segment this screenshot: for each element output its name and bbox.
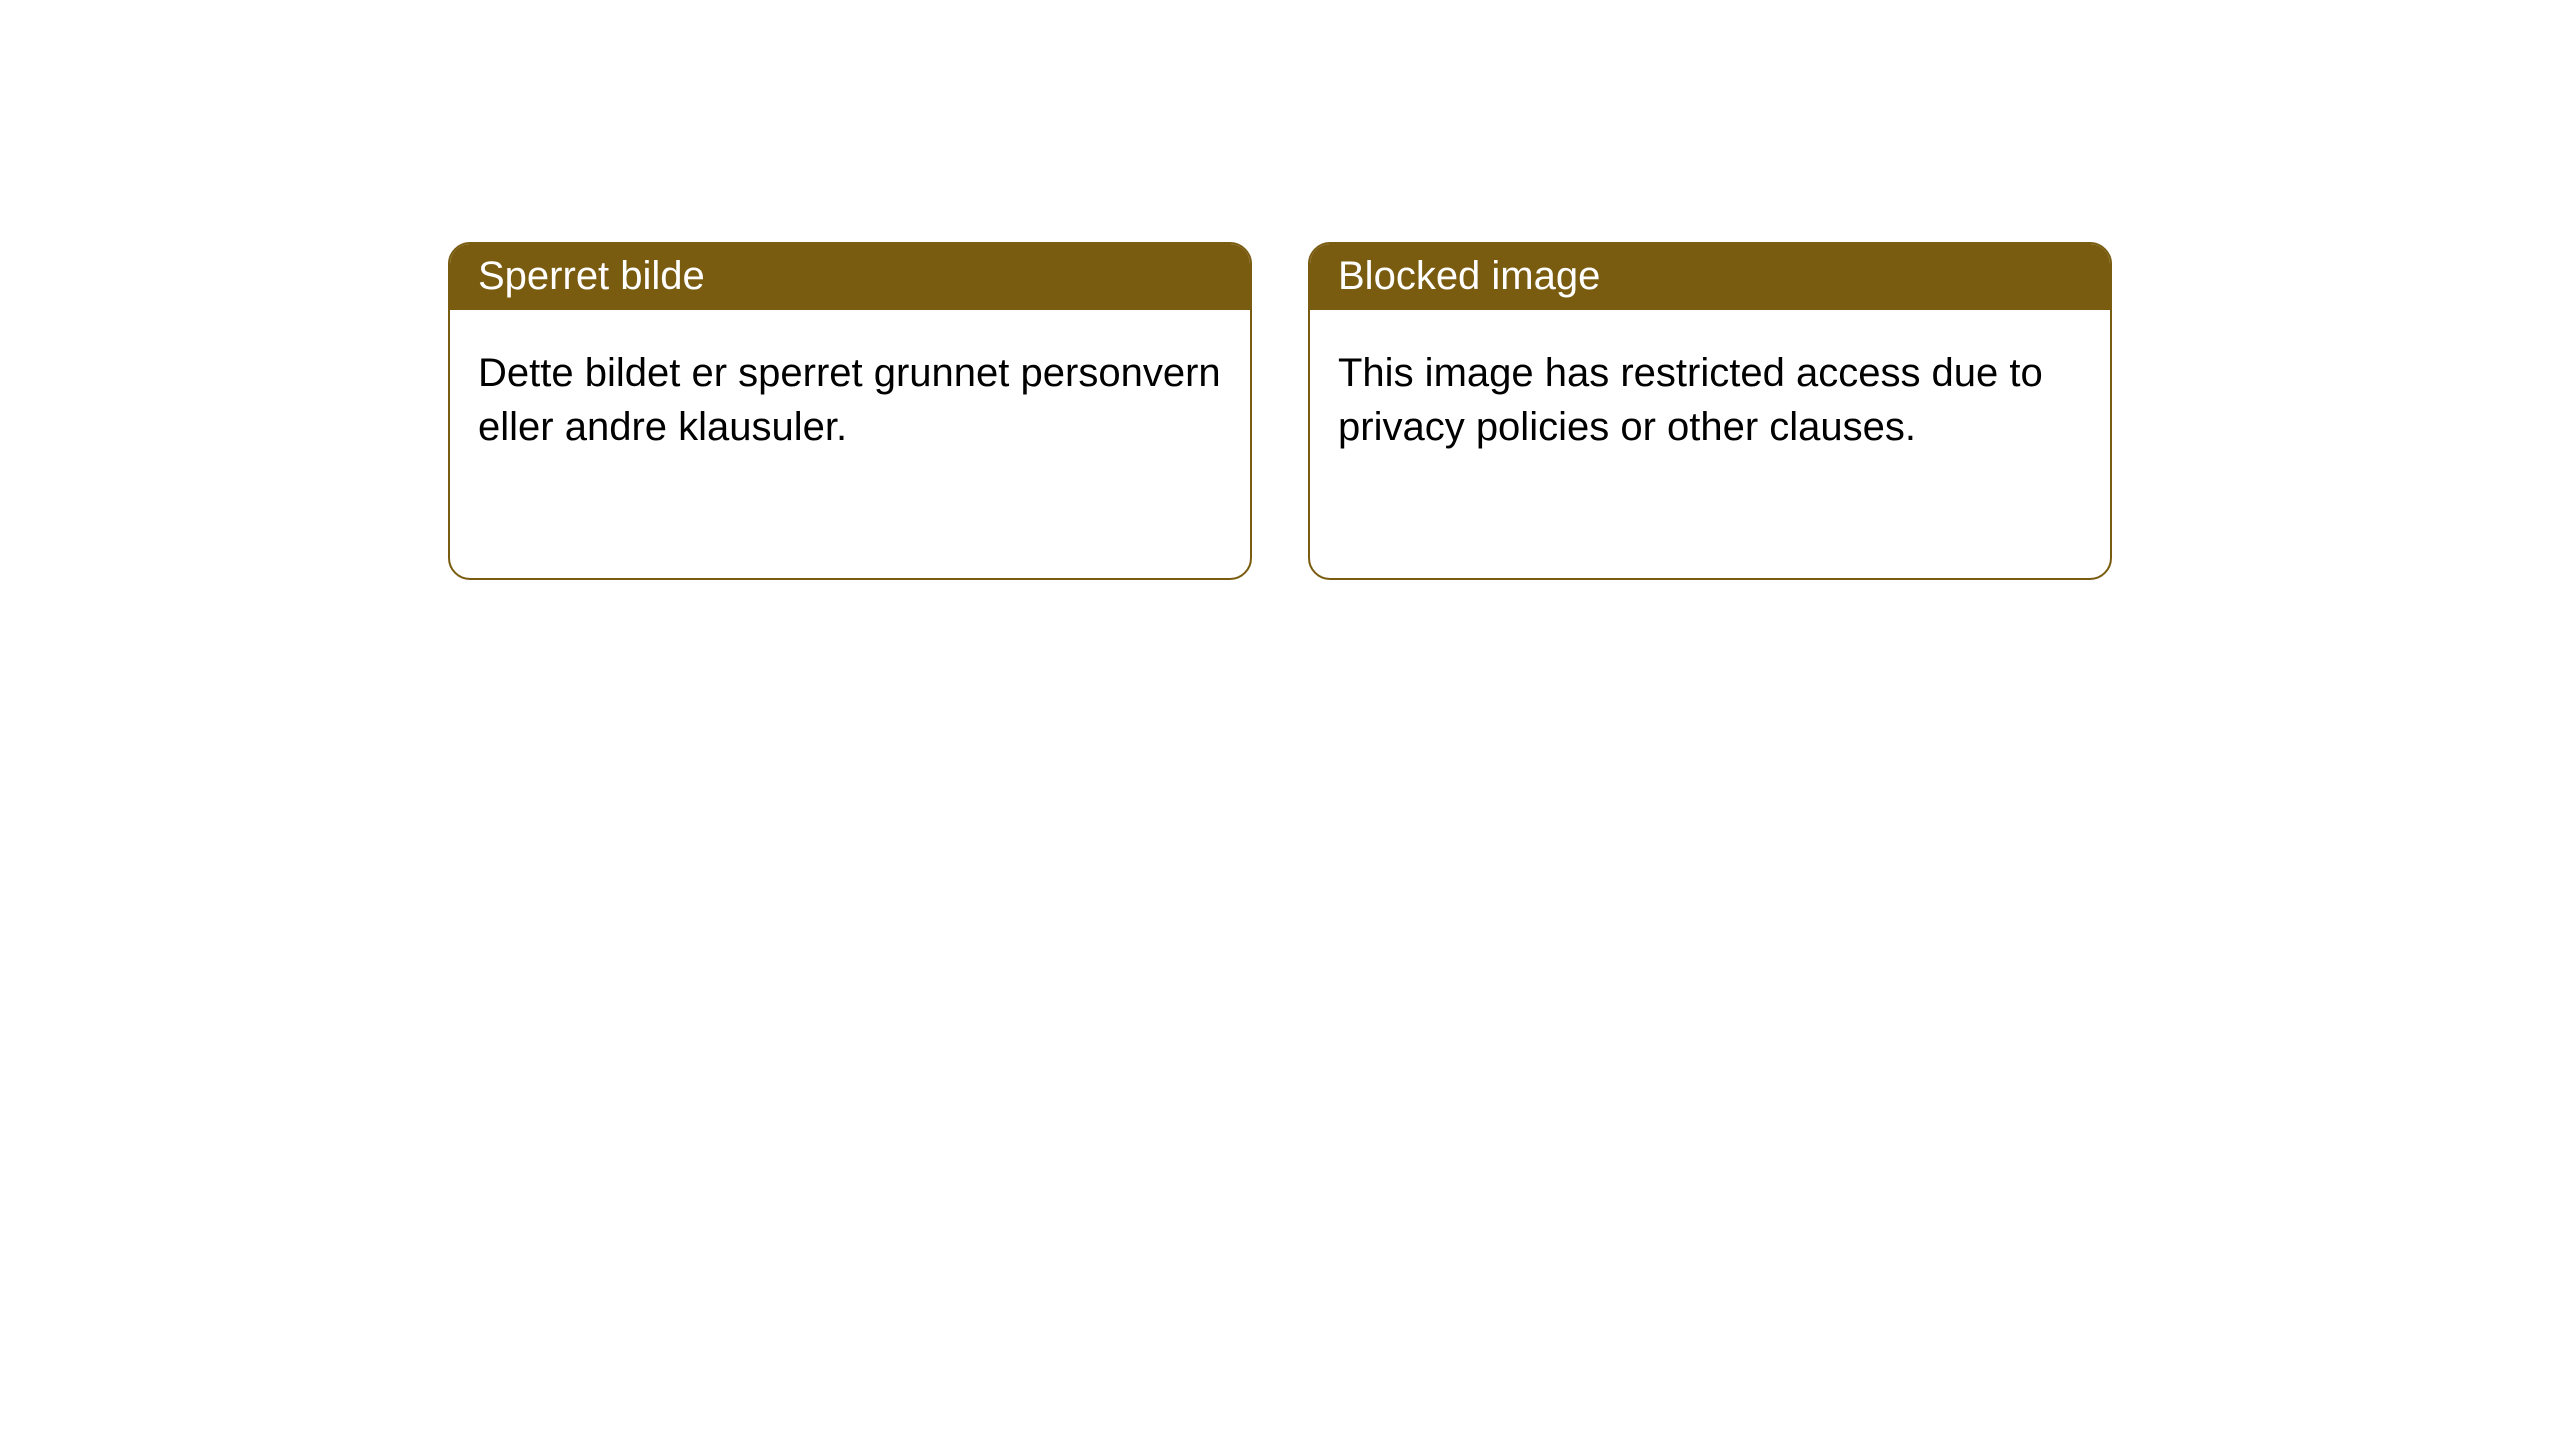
notice-card-norwegian: Sperret bilde Dette bildet er sperret gr…: [448, 242, 1252, 580]
notice-container: Sperret bilde Dette bildet er sperret gr…: [0, 0, 2560, 580]
notice-card-english: Blocked image This image has restricted …: [1308, 242, 2112, 580]
notice-header: Blocked image: [1310, 244, 2110, 310]
notice-header: Sperret bilde: [450, 244, 1250, 310]
notice-body: Dette bildet er sperret grunnet personve…: [450, 310, 1250, 490]
notice-body: This image has restricted access due to …: [1310, 310, 2110, 490]
